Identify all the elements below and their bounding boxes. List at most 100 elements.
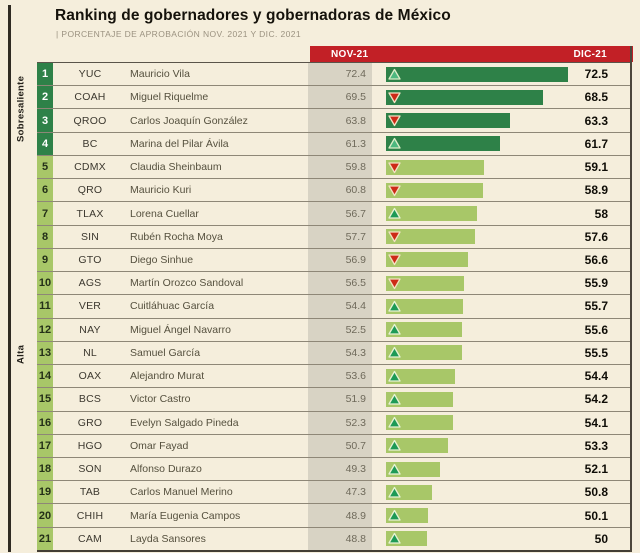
dic-value: 58 (594, 206, 608, 221)
trend-up-icon (388, 138, 401, 149)
bar-cell (372, 179, 576, 201)
ranking-table: 1 YUC Mauricio Vila 72.4 72.5 2 COAH Mig… (37, 62, 632, 552)
governor-name: Miguel Ángel Navarro (130, 323, 231, 336)
bar-track (386, 206, 576, 222)
dic-value: 52.1 (584, 462, 608, 477)
rank-badge: 17 (37, 434, 53, 457)
bar-cell (372, 86, 576, 108)
trend-up-icon (388, 68, 401, 80)
approval-bar (386, 66, 568, 82)
dic-value: 59.1 (584, 160, 608, 175)
bar-cell (372, 295, 576, 317)
bar-cell (372, 528, 576, 550)
page-subtitle: | PORCENTAJE DE APROBACIÓN NOV. 2021 Y D… (56, 29, 302, 39)
bar-track (386, 322, 576, 338)
table-row: 5 CDMX Claudia Sheinbaum 59.8 59.1 (37, 155, 632, 180)
bar-track (386, 461, 576, 477)
bar-cell (372, 156, 576, 178)
governor-name: Omar Fayad (130, 439, 189, 452)
governor-name: Carlos Manuel Merino (130, 486, 233, 499)
dic-value: 50.8 (584, 485, 608, 500)
state-abbr: GRO (77, 416, 103, 429)
nov-value: 56.9 (308, 248, 372, 272)
table-row: 20 CHIH María Eugenia Campos 48.9 50.1 (37, 504, 632, 528)
bar-cell (372, 458, 576, 480)
table-row: 11 VER Cuitláhuac García 54.4 55.7 (37, 295, 632, 319)
governor-name: Layda Sansores (130, 532, 206, 545)
approval-bar (386, 252, 469, 268)
rank-badge: 4 (37, 132, 53, 155)
bar-cell (372, 133, 576, 155)
nov-value: 54.3 (308, 341, 372, 365)
approval-bar (386, 298, 463, 314)
state-abbr: TAB (79, 486, 101, 499)
approval-bar (386, 368, 455, 384)
table-row: 8 SIN Rubén Rocha Moya 57.7 57.6 (37, 225, 632, 249)
governor-name: Lorena Cuellar (130, 207, 199, 220)
table-row: 16 GRO Evelyn Salgado Pineda 52.3 54.1 (37, 411, 632, 435)
nov-value: 48.9 (308, 504, 372, 527)
bar-cell (372, 412, 576, 434)
table-row: 7 TLAX Lorena Cuellar 56.7 58 (37, 202, 632, 226)
governor-name: Martín Orozco Sandoval (130, 277, 244, 290)
governor-name: Alfonso Durazo (130, 463, 202, 476)
column-header-dic: DIC-21 (573, 48, 607, 60)
bar-cell (372, 504, 576, 526)
dic-value: 54.4 (584, 369, 608, 384)
trend-up-icon (388, 533, 401, 544)
state-abbr: SON (78, 463, 102, 476)
nov-value: 61.3 (308, 132, 372, 155)
approval-bar (386, 275, 465, 291)
trend-up-icon (388, 463, 401, 475)
table-row: 19 TAB Carlos Manuel Merino 47.3 50.8 (37, 481, 632, 505)
state-abbr: TLAX (76, 207, 104, 220)
state-abbr: CAM (78, 532, 102, 545)
trend-down-icon (388, 185, 401, 196)
rank-badge: 21 (37, 527, 53, 550)
bar-cell (372, 342, 576, 364)
approval-bar (386, 438, 448, 454)
governor-name: Samuel García (130, 346, 201, 359)
bar-cell (372, 365, 576, 387)
rank-badge: 2 (37, 86, 53, 109)
approval-bar (386, 345, 462, 361)
trend-up-icon (388, 486, 401, 498)
dic-value: 55.5 (584, 345, 608, 360)
bar-cell (372, 249, 576, 271)
approval-bar (386, 89, 543, 105)
state-abbr: BC (82, 137, 98, 150)
nov-value: 69.5 (308, 86, 372, 109)
state-abbr: VER (78, 300, 102, 313)
bar-track (386, 391, 576, 407)
trend-down-icon (388, 278, 401, 289)
bar-track (386, 89, 576, 105)
governor-name: Victor Castro (130, 393, 191, 406)
nov-value: 56.7 (308, 202, 372, 225)
state-abbr: SIN (80, 230, 100, 243)
approval-bar (386, 415, 453, 431)
approval-bar (386, 391, 454, 407)
bar-track (386, 484, 576, 500)
trend-down-icon (388, 161, 401, 173)
state-abbr: QROO (73, 114, 107, 127)
rank-badge: 14 (37, 365, 53, 388)
trend-up-icon (388, 509, 401, 521)
bar-cell (372, 202, 576, 224)
nov-value: 72.4 (308, 63, 372, 86)
trend-up-icon (388, 300, 401, 312)
table-row: 13 NL Samuel García 54.3 55.5 (37, 341, 632, 366)
nov-value: 59.8 (308, 155, 372, 179)
column-header-band: NOV-21 DIC-21 (310, 46, 633, 62)
governor-name: Marina del Pilar Ávila (130, 137, 229, 150)
rank-badge: 3 (37, 109, 53, 132)
rank-badge: 20 (37, 504, 53, 527)
nov-value: 51.9 (308, 388, 372, 411)
dic-value: 54.2 (584, 392, 608, 407)
nov-value: 53.6 (308, 365, 372, 388)
rank-badge: 18 (37, 457, 53, 481)
bar-track (386, 438, 576, 454)
bar-track (386, 368, 576, 384)
trend-up-icon (388, 207, 401, 219)
governor-name: Evelyn Salgado Pineda (130, 416, 239, 429)
dic-value: 50.1 (584, 508, 608, 523)
